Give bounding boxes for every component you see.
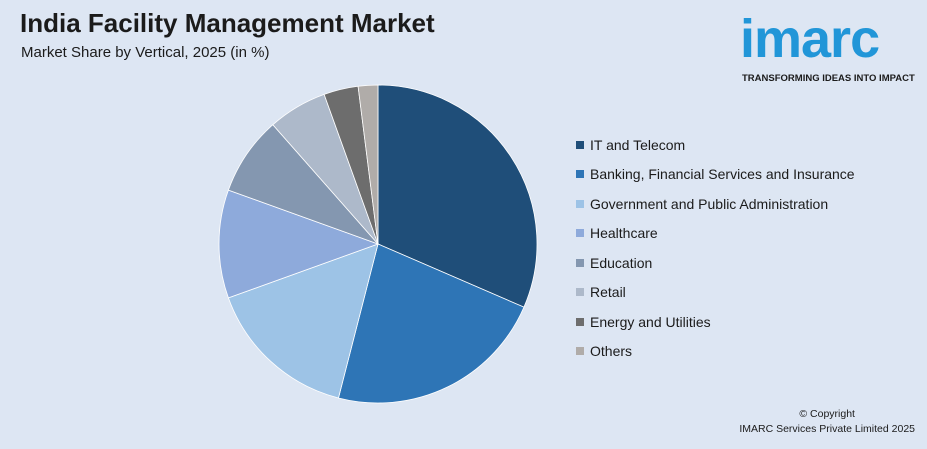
pie-slice-2 — [227, 243, 379, 399]
legend-label: Government and Public Administration — [590, 195, 829, 212]
legend-swatch — [576, 170, 584, 179]
logo-wordmark: imarc — [740, 9, 880, 69]
legend-label: Education — [590, 254, 653, 271]
logo-tagline: TRANSFORMING IDEAS INTO IMPACT — [742, 73, 915, 84]
chart-legend: IT and Telecom Banking, Financial Service… — [576, 130, 855, 366]
legend-swatch — [576, 229, 584, 238]
legend-item: IT and Telecom — [576, 130, 855, 160]
legend-item: Others — [576, 337, 855, 367]
pie-slice-7 — [357, 84, 379, 245]
legend-item: Banking, Financial Services and Insuranc… — [576, 160, 855, 190]
pie-slice-1 — [337, 243, 525, 404]
chart-subtitle: Market Share by Vertical, 2025 (in %) — [21, 44, 270, 61]
legend-swatch — [576, 317, 584, 326]
legend-swatch — [576, 140, 584, 149]
imarc-logo: imarc TRANSFORMING IDEAS INTO IMPACT — [740, 8, 922, 88]
pie-slice-0 — [377, 84, 538, 308]
legend-label: IT and Telecom — [590, 136, 686, 153]
legend-label: Healthcare — [590, 225, 658, 242]
legend-swatch — [576, 347, 584, 356]
legend-item: Energy and Utilities — [576, 307, 855, 337]
legend-item: Healthcare — [576, 219, 855, 249]
legend-label: Others — [590, 343, 633, 360]
legend-label: Energy and Utilities — [590, 313, 711, 330]
legend-item: Government and Public Administration — [576, 189, 855, 219]
legend-swatch — [576, 258, 584, 267]
legend-item: Education — [576, 248, 855, 278]
legend-item: Retail — [576, 278, 855, 308]
footer: © Copyright IMARC Services Private Limit… — [739, 407, 915, 437]
chart-title: India Facility Management Market — [20, 8, 435, 38]
legend-label: Retail — [590, 284, 626, 301]
pie-slice-3 — [218, 189, 380, 299]
footer-copyright: © Copyright — [799, 408, 855, 420]
footer-company: IMARC Services Private Limited 2025 — [739, 423, 915, 435]
legend-swatch — [576, 288, 584, 297]
legend-swatch — [576, 199, 584, 208]
legend-label: Banking, Financial Services and Insuranc… — [590, 166, 855, 183]
